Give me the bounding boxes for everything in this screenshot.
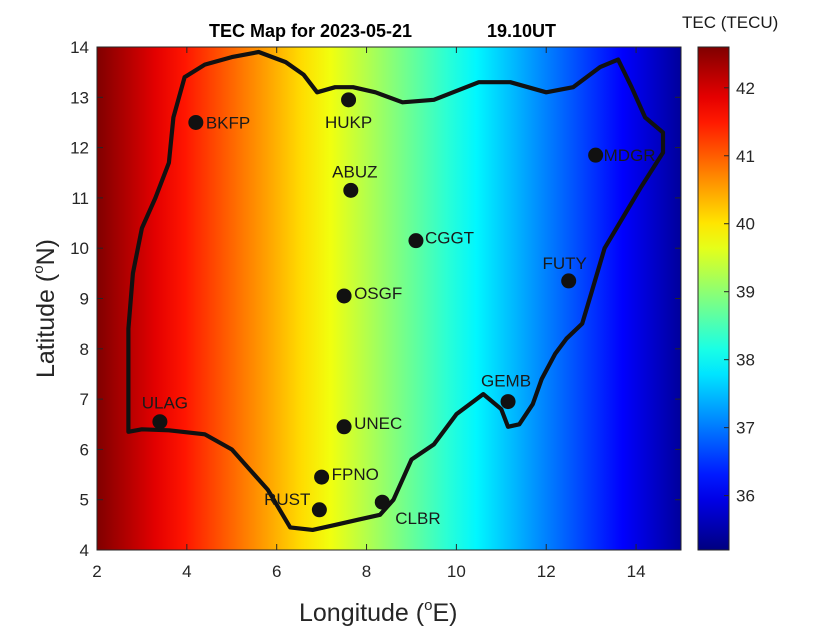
y-tick-label: 9	[80, 290, 89, 309]
colorbar-tick-label: 36	[736, 487, 755, 506]
y-tick-label: 4	[80, 541, 89, 560]
colorbar-tick-label: 41	[736, 147, 755, 166]
station-markers: BKFP HUKP MDGR ABUZ CGGT FUTY OSGF GEMB ULAG UNEC…	[142, 92, 656, 528]
y-axis-ticks: 4 5 6 7 8 9 10 11 12 13 14	[70, 38, 681, 560]
y-tick-label: 6	[80, 440, 89, 459]
y-tick-label: 10	[70, 239, 89, 258]
station-marker	[500, 394, 516, 410]
y-tick-label: 13	[70, 88, 89, 107]
colorbar-tick-label: 42	[736, 79, 755, 98]
x-tick-label: 14	[627, 562, 646, 581]
station-label: CGGT	[425, 229, 474, 248]
y-tick-label: 5	[80, 491, 89, 510]
station-marker	[374, 494, 390, 510]
station-label: OSGF	[354, 284, 402, 303]
station-label: UNEC	[354, 414, 402, 433]
y-tick-label: 14	[70, 38, 89, 57]
station-label: CLBR	[395, 509, 440, 528]
station-marker	[314, 469, 330, 485]
x-tick-label: 10	[447, 562, 466, 581]
chart-title: TEC Map for 2023-05-21	[209, 21, 412, 41]
colorbar-tick-label: 39	[736, 283, 755, 302]
station-marker	[343, 182, 359, 198]
x-tick-label: 8	[362, 562, 371, 581]
station-label: HUKP	[325, 113, 372, 132]
y-axis-label: Latitude (oN)	[30, 239, 60, 378]
station-marker	[561, 273, 577, 289]
colorbar	[698, 47, 729, 550]
x-tick-label: 2	[92, 562, 101, 581]
station-label: FPNO	[332, 465, 379, 484]
station-label: FUTY	[542, 254, 586, 273]
station-label: ABUZ	[332, 162, 377, 181]
station-marker	[588, 147, 604, 163]
chart-time-label: 19.10UT	[487, 21, 556, 41]
station-label: BKFP	[206, 113, 250, 132]
station-label: GEMB	[481, 372, 531, 391]
y-tick-label: 8	[80, 340, 89, 359]
x-tick-label: 4	[182, 562, 191, 581]
y-tick-label: 7	[80, 390, 89, 409]
x-axis-ticks: 2 4 6 8 10 12 14	[92, 47, 646, 581]
station-label: RUST	[264, 490, 310, 509]
station-marker	[341, 92, 357, 108]
tec-heatmap-field	[97, 47, 681, 550]
colorbar-tick-label: 37	[736, 419, 755, 438]
colorbar-title: TEC (TECU)	[682, 13, 778, 32]
station-marker	[336, 288, 352, 304]
colorbar-ticks: 36 37 38 39 40 41 42	[724, 79, 755, 506]
station-label: MDGR	[604, 146, 656, 165]
nigeria-boundary	[126, 49, 666, 532]
station-marker	[311, 502, 327, 518]
y-tick-label: 11	[71, 189, 89, 208]
x-tick-label: 12	[537, 562, 556, 581]
station-marker	[188, 114, 204, 130]
station-marker	[408, 233, 424, 249]
y-tick-label: 12	[70, 139, 89, 158]
colorbar-tick-label: 40	[736, 215, 755, 234]
station-marker	[152, 414, 168, 430]
station-label: ULAG	[142, 394, 188, 413]
colorbar-frame	[697, 46, 730, 551]
station-marker	[336, 419, 352, 435]
x-axis-label: Longitude (oE)	[299, 597, 457, 627]
colorbar-tick-label: 38	[736, 351, 755, 370]
x-tick-label: 6	[272, 562, 281, 581]
